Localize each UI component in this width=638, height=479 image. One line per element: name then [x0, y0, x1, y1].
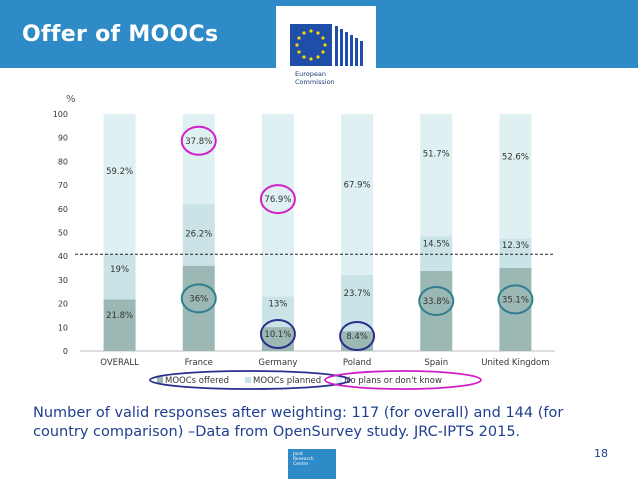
legend-circle-navy — [149, 370, 351, 390]
legend-swatch — [157, 377, 163, 383]
bar-segment-planned — [103, 254, 136, 300]
data-label: 36% — [189, 294, 208, 304]
annotation-circle — [339, 321, 376, 352]
jrc-logo-line3: Centre — [293, 462, 309, 467]
annotation-circle — [259, 184, 296, 215]
bar-segment-planned — [182, 203, 215, 266]
x-tick-label: United Kingdom — [481, 358, 549, 368]
data-label: 12.3% — [502, 241, 529, 251]
y-tick-label: 90 — [58, 134, 68, 143]
footnote: Number of valid responses after weightin… — [33, 405, 564, 440]
annotation-circle — [180, 125, 217, 156]
y-tick-label: 0 — [63, 347, 68, 356]
jrc-logo-line1: Joint — [293, 452, 303, 457]
data-label: 19% — [110, 265, 129, 275]
y-tick-label: 60 — [58, 205, 68, 214]
bar-segment-offered — [341, 331, 374, 351]
annotation-circle — [259, 319, 296, 350]
x-tick-label: Poland — [343, 358, 371, 368]
jrc-logo-line2: Research — [293, 457, 314, 462]
legend-swatch — [336, 377, 342, 383]
annotation-circle — [418, 285, 455, 316]
data-label: 37.8% — [185, 137, 212, 147]
bar-segment-noplans — [261, 114, 294, 297]
y-tick-label: 10 — [58, 323, 68, 332]
y-tick-label: 40 — [58, 252, 68, 261]
bar-segment-noplans — [341, 114, 374, 275]
data-label: 76.9% — [264, 195, 291, 205]
legend-swatch — [245, 377, 251, 383]
y-tick-label: 100 — [53, 110, 68, 119]
annotation-circle — [180, 283, 217, 314]
jrc-logo: Joint Research Centre — [288, 449, 336, 479]
ec-logo-text: European Commission — [295, 70, 335, 86]
x-tick-label: Germany — [258, 358, 297, 368]
bar-segment-noplans — [499, 114, 532, 239]
legend-label: MOOCs offered — [165, 376, 229, 386]
bar-segment-offered — [103, 299, 136, 351]
page-number: 18 — [594, 447, 608, 460]
y-tick-label: 30 — [58, 276, 68, 285]
ec-logo-line2: Commission — [295, 78, 335, 86]
legend-label: MOOCs planned — [253, 376, 321, 386]
y-tick-label: 80 — [58, 157, 68, 166]
data-label: 21.8% — [106, 311, 133, 321]
x-tick-label: Spain — [424, 358, 448, 368]
x-tick-label: OVERALL — [100, 358, 139, 368]
bar-segment-planned — [499, 238, 532, 268]
bar-segment-noplans — [103, 114, 136, 255]
data-label: 35.1% — [502, 295, 529, 305]
data-label: 26.2% — [185, 230, 212, 240]
bar-segment-noplans — [420, 114, 453, 237]
x-tick-label: France — [185, 358, 213, 368]
legend-label: No plans or don't know — [344, 376, 442, 386]
data-label: 8.4% — [346, 332, 368, 342]
ec-logo-line1: European — [295, 70, 326, 78]
slide-title: Offer of MOOCs — [22, 22, 219, 47]
data-label: 59.2% — [106, 167, 133, 177]
y-axis-label: % — [66, 94, 76, 105]
european-commission-logo — [276, 6, 376, 96]
y-tick-label: 50 — [58, 229, 68, 238]
y-tick-label: 20 — [58, 300, 68, 309]
y-tick-label: 70 — [58, 181, 68, 190]
stacked-bar-chart: % 0 10 20 30 40 50 60 70 80 90 100 OVERALL France Germ… — [53, 94, 555, 390]
data-label: 13% — [268, 300, 287, 310]
data-label: 67.9% — [344, 180, 371, 190]
bar-segment-planned — [420, 236, 453, 271]
data-label: 10.1% — [264, 330, 291, 340]
legend-circle-magenta — [324, 370, 482, 390]
data-label: 23.7% — [344, 289, 371, 299]
annotation-circle — [497, 284, 534, 315]
data-label: 51.7% — [423, 149, 450, 159]
data-label: 33.8% — [423, 297, 450, 307]
data-label: 14.5% — [423, 240, 450, 250]
data-label: 52.6% — [502, 152, 529, 162]
bar-segment-offered — [261, 327, 294, 351]
